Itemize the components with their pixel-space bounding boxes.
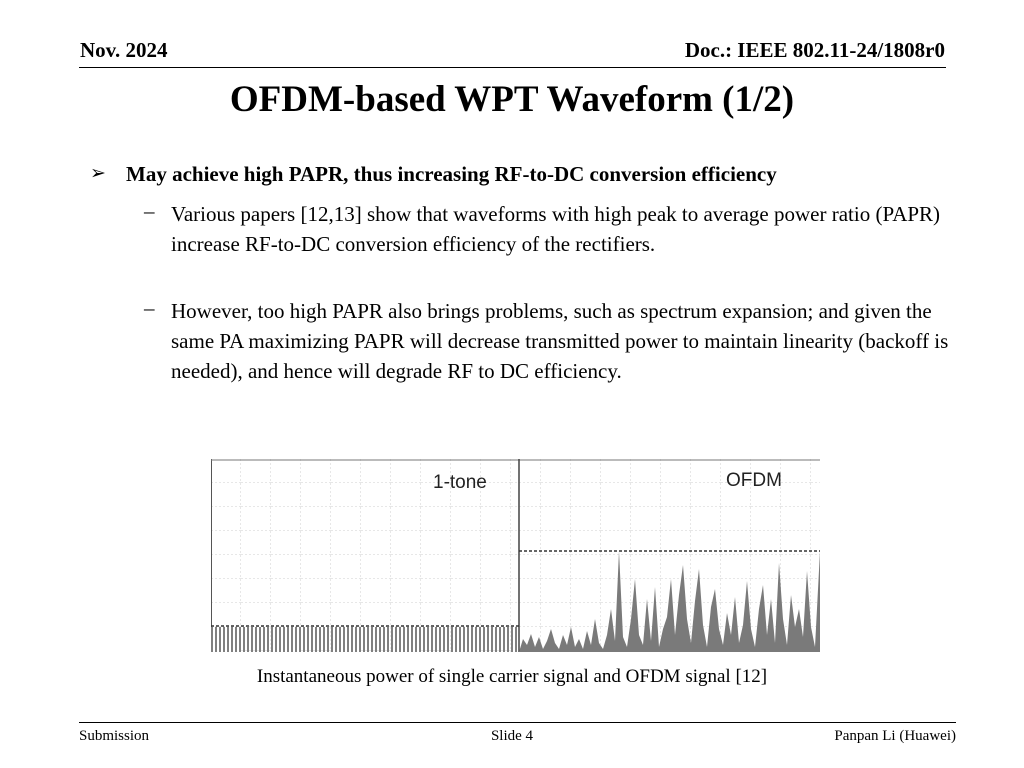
ofdm-trace xyxy=(519,550,820,652)
footer-author: Panpan Li (Huawei) xyxy=(834,728,956,744)
sub-bullet-1: Various papers [12,13] show that wavefor… xyxy=(171,202,941,256)
power-waveform-figure: 1-tone OFDM xyxy=(211,459,820,652)
footer-submission: Submission xyxy=(79,728,150,744)
header-doc-id: Doc.: IEEE 802.11-24/1808r0 xyxy=(684,38,945,62)
slide-title: OFDM-based WPT Waveform (1/2) xyxy=(229,79,795,120)
arrow-bullet-icon: ➢ xyxy=(90,163,106,184)
header-divider xyxy=(79,67,946,68)
footer-slide-number: Slide 4 xyxy=(490,728,534,744)
one-tone-label: 1-tone xyxy=(433,472,487,493)
ofdm-label: OFDM xyxy=(726,470,782,491)
footer-divider xyxy=(79,722,956,723)
dash-bullet-icon: – xyxy=(144,199,155,223)
figure-caption: Instantaneous power of single carrier si… xyxy=(256,666,768,687)
main-bullet: May achieve high PAPR, thus increasing R… xyxy=(126,162,777,186)
single-carrier-trace xyxy=(211,625,519,652)
header-date: Nov. 2024 xyxy=(80,38,168,62)
sub-bullet-2: However, too high PAPR also brings probl… xyxy=(171,299,949,383)
dash-bullet-icon: – xyxy=(144,296,155,320)
